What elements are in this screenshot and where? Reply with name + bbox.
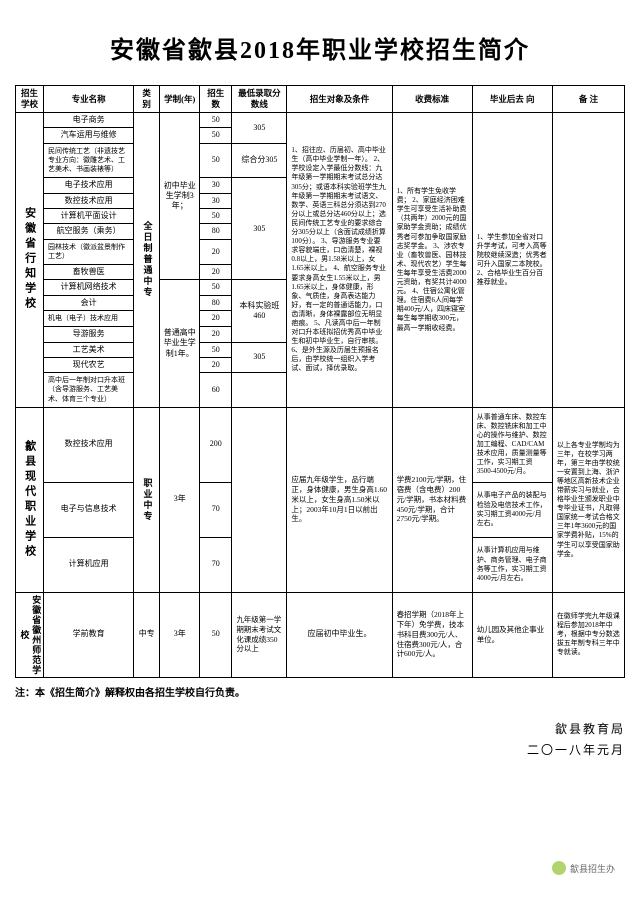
s1-sc6: 305	[232, 178, 287, 280]
s1-m4: 电子技术应用	[44, 178, 134, 193]
s1-n16: 60	[200, 373, 232, 407]
s1-m14: 工艺美术	[44, 342, 134, 357]
s1-n3: 50	[200, 143, 232, 177]
s2-d1: 从事普通车床、数控车床、数控铣床和加工中心的操作与维护、数控加工编程、CAD/C…	[472, 407, 552, 482]
th-remark: 备 注	[552, 86, 624, 113]
th-fee: 收费标准	[392, 86, 472, 113]
s1-m10: 计算机网络技术	[44, 280, 134, 295]
s1-dur2: 普通高中毕业生学制1年。	[160, 280, 200, 407]
s2-fee: 学费2100元/学期，住宿费（含电费）200元/学期，书本材料费450元/学期，…	[392, 407, 472, 592]
school2-name: 歙县现代职业学校	[16, 407, 44, 592]
th-school: 招生学校	[16, 86, 44, 113]
school1-name: 安徽省行知学校	[16, 113, 44, 408]
s2-score	[232, 407, 287, 592]
s1-n6: 50	[200, 208, 232, 223]
s1-n11: 80	[200, 295, 232, 310]
s1-m9: 畜牧兽医	[44, 264, 134, 279]
admission-table: 招生学校 专业名称 类 别 学制(年) 招生数 最低录取分数线 招生对象及条件 …	[15, 85, 625, 678]
s2-cond: 应届九年级学生，品行端正，身体健康，男生身高1.60米以上，女生身高1.50米以…	[287, 407, 392, 592]
s1-m6: 计算机平面设计	[44, 208, 134, 223]
s2-n1: 200	[200, 407, 232, 482]
s1-n8: 20	[200, 239, 232, 264]
s1-dest: 1、学生参加全省对口升学考试，可考入高等院校继续深造；优秀者可升入国家二本院校。…	[472, 113, 552, 408]
s1-n13: 20	[200, 327, 232, 342]
th-type: 类 别	[134, 86, 160, 113]
s1-m5: 数控技术应用	[44, 193, 134, 208]
s1-m2: 汽车运用与维修	[44, 128, 134, 143]
s3-m1: 学前教育	[44, 592, 134, 677]
s1-n4: 30	[200, 178, 232, 193]
watermark-text: 歙县招生办	[570, 862, 615, 875]
s1-n10: 50	[200, 280, 232, 295]
s1-sc16	[232, 373, 287, 407]
page-title: 安徽省歙县2018年职业学校招生简介	[15, 30, 625, 65]
s3-fee: 春招学期（2018年上下年）免学费，技本书科目费300元/人、住宿费300元/人…	[392, 592, 472, 677]
s1-m1: 电子商务	[44, 113, 134, 128]
s2-d3: 从事计算机应用与维护、商务管理、电子商务等工作，实习期工资4000元/月左右。	[472, 537, 552, 592]
s1-sc10: 本科实验班460	[232, 280, 287, 342]
th-duration: 学制(年)	[160, 86, 200, 113]
s1-remark	[552, 113, 624, 408]
s3-score: 九年级第一学期期末考试文化课成绩350分以上	[232, 592, 287, 677]
wechat-icon	[552, 861, 566, 875]
s3-type: 中专	[134, 592, 160, 677]
s1-m11: 会计	[44, 295, 134, 310]
th-count: 招生数	[200, 86, 232, 113]
s1-n7: 80	[200, 224, 232, 239]
s2-remark: 以上各专业学制均为三年，在校学习两年，第三年由学校统一安置到上海、浙沪等地区高新…	[552, 407, 624, 592]
th-cond: 招生对象及条件	[287, 86, 392, 113]
s2-m3: 计算机应用	[44, 537, 134, 592]
s3-n: 50	[200, 592, 232, 677]
sig-org: 歙县教育局	[15, 719, 625, 741]
s1-m7: 航空服务（乘务）	[44, 224, 134, 239]
s1-dur1: 初中毕业生学制3年；	[160, 113, 200, 280]
s2-m2: 电子与信息技术	[44, 482, 134, 537]
s2-dur: 3年	[160, 407, 200, 592]
signature: 歙县教育局 二〇一八年元月	[15, 719, 625, 762]
s1-n1: 50	[200, 113, 232, 128]
s1-n9: 20	[200, 264, 232, 279]
s2-n3: 70	[200, 537, 232, 592]
footnote: 注：本《招生简介》解释权由各招生学校自行负责。	[15, 684, 625, 699]
sig-date: 二〇一八年元月	[15, 740, 625, 762]
s1-sc3: 综合分305	[232, 143, 287, 177]
s1-m13: 导游服务	[44, 327, 134, 342]
s3-cond: 应届初中毕业生。	[287, 592, 392, 677]
watermark: 歙县招生办	[552, 861, 615, 875]
s1-n2: 50	[200, 128, 232, 143]
s3-dest: 幼儿园及其他企事业单位。	[472, 592, 552, 677]
s1-sc14: 305	[232, 342, 287, 373]
s1-m15: 现代农艺	[44, 357, 134, 372]
s1-n14: 50	[200, 342, 232, 357]
s3-dur: 3年	[160, 592, 200, 677]
s1-type: 全日制普通中专	[134, 113, 160, 408]
s1-n15: 20	[200, 357, 232, 372]
s1-m8: 园林技术（徽派盆景制作工艺）	[44, 239, 134, 264]
school3-name: 安徽省徽州师范学校	[16, 592, 44, 677]
s2-m1: 数控技术应用	[44, 407, 134, 482]
s1-sc1: 305	[232, 113, 287, 144]
s3-remark: 在徽师学完九年级课程后参加2018年中考，根据中专分数选拔五年制专科三年中专就读…	[552, 592, 624, 677]
s1-m16: 高中后一年制对口升本班（含导游服务、工艺美术、体育三个专业）	[44, 373, 134, 407]
s1-m3: 民间传统工艺（非遗技艺专业方向：徽雕艺术、工艺美术、书画装裱等）	[44, 143, 134, 177]
s2-type: 职业中专	[134, 407, 160, 592]
s1-m12: 机电（电子）技术应用	[44, 311, 134, 327]
s1-n5: 30	[200, 193, 232, 208]
s1-cond: 1、招往应、历届初、高中毕业生（高中毕业学制一年）。 2、学校设定入学最低分数线…	[287, 113, 392, 408]
th-major: 专业名称	[44, 86, 134, 113]
s1-fee: 1、所有学生免收学费； 2、家庭经济困难学生可享受生活补助费（共两年）2000元…	[392, 113, 472, 408]
s1-n12: 20	[200, 311, 232, 327]
s2-d2: 从事电子产品的装配与检验及电信技术工作，实习期工资4000元/月左右。	[472, 482, 552, 537]
th-dest: 毕业后去 向	[472, 86, 552, 113]
th-score: 最低录取分数线	[232, 86, 287, 113]
s2-n2: 70	[200, 482, 232, 537]
